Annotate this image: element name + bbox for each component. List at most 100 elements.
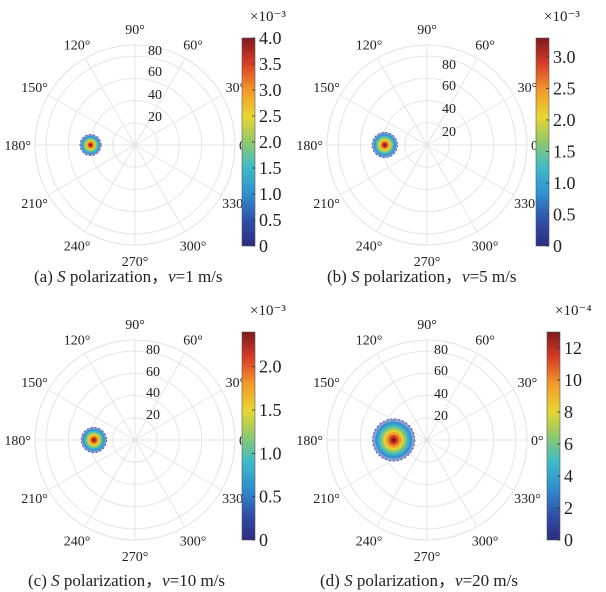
theta-tick-label: 330°	[514, 492, 541, 507]
polar-spoke	[48, 389, 136, 441]
r-tick-label: 40	[442, 102, 456, 117]
polarization-symbol: S	[57, 267, 66, 286]
colorbar-tick-label: 3.0	[553, 47, 576, 67]
r-tick-label: 40	[146, 386, 160, 401]
velocity-value: =10 m/s	[169, 571, 226, 590]
colorbar-exponent: ×10⁻³	[544, 9, 580, 25]
colorbar-exponent: ×10⁻³	[250, 9, 286, 25]
theta-tick-label: 240°	[356, 239, 383, 254]
theta-tick-label: 60°	[183, 334, 203, 349]
theta-tick-label: 150°	[21, 376, 48, 391]
theta-tick-label: 90°	[417, 23, 437, 38]
theta-tick-label: 60°	[475, 334, 495, 349]
r-tick-label: 60	[442, 79, 456, 94]
colorbar-tick-label: 1.5	[553, 141, 576, 161]
r-tick-label: 20	[148, 110, 162, 125]
caption-b: (b) S polarization，v=5 m/s	[327, 262, 516, 287]
theta-tick-label: 30°	[226, 81, 246, 96]
polar-spoke	[48, 439, 136, 491]
r-tick-label: 60	[148, 65, 162, 80]
theta-tick-label: 210°	[313, 197, 340, 212]
theta-tick-label: 240°	[356, 534, 383, 549]
polar-spoke	[426, 353, 478, 441]
caption-word: polarization，	[69, 267, 169, 286]
colorbar-tick-label: 0	[553, 236, 562, 256]
colorbar-tick-label: 2.0	[259, 357, 282, 377]
theta-tick-label: 120°	[356, 334, 383, 349]
colorbar-tick-label: 2.5	[259, 106, 282, 126]
theta-tick-label: 270°	[122, 550, 149, 565]
polar-spoke	[84, 58, 136, 146]
colorbar	[546, 331, 561, 541]
theta-tick-label: 240°	[64, 239, 91, 254]
theta-tick-label: 300°	[472, 534, 499, 549]
caption-d: (d) S polarization，v=20 m/s	[320, 566, 518, 591]
polar-spoke	[134, 144, 222, 196]
polarization-symbol: S	[344, 571, 353, 590]
r-tick-label: 60	[434, 364, 448, 379]
colorbar-tick-label: 0.5	[259, 210, 282, 230]
caption-word: polarization，	[63, 571, 163, 590]
theta-tick-label: 120°	[64, 334, 91, 349]
colorbar-tick-label: 0.5	[259, 487, 282, 507]
polarization-symbol: S	[351, 267, 360, 286]
colorbar-tick-label: 2.0	[553, 110, 576, 130]
theta-tick-label: 150°	[313, 81, 340, 96]
colorbar-tick-label: 1.0	[259, 443, 282, 463]
theta-tick-label: 330°	[514, 197, 541, 212]
caption-word: polarization，	[363, 267, 463, 286]
theta-tick-label: 90°	[417, 318, 437, 333]
caption-c: (c) S polarization，v=10 m/s	[28, 566, 225, 591]
theta-tick-label: 270°	[122, 255, 149, 270]
polar-spoke	[134, 58, 186, 146]
polar-spoke	[376, 439, 428, 527]
theta-tick-label: 180°	[296, 139, 323, 154]
velocity-value: =20 m/s	[462, 571, 518, 590]
theta-tick-label: 210°	[21, 197, 48, 212]
theta-tick-label: 150°	[313, 376, 340, 391]
polar-panel: 0°30°60°90°120°150°180°210°240°270°300°3…	[4, 9, 286, 270]
caption-label: (b)	[327, 267, 347, 286]
velocity-value: =5 m/s	[469, 267, 517, 286]
polar-spoke	[84, 439, 136, 527]
colorbar-tick-label: 10	[564, 370, 582, 390]
polar-spoke	[134, 389, 222, 441]
theta-tick-label: 300°	[180, 534, 207, 549]
theta-tick-label: 210°	[313, 492, 340, 507]
polarization-symbol: S	[51, 571, 60, 590]
colorbar-tick-label: 0	[564, 530, 573, 550]
hotspot-contour	[383, 143, 387, 147]
caption-a: (a) S polarization，v=1 m/s	[34, 262, 223, 287]
r-tick-label: 60	[146, 365, 160, 380]
r-tick-label: 40	[434, 387, 448, 402]
polar-spoke	[426, 144, 478, 232]
r-tick-label: 80	[442, 58, 456, 73]
theta-tick-label: 120°	[356, 39, 383, 54]
hotspot-contour	[89, 143, 92, 147]
hotspot-contour	[391, 437, 397, 443]
colorbar-tick-label: 0.5	[553, 204, 576, 224]
theta-tick-label: 30°	[518, 81, 538, 96]
r-tick-label: 20	[434, 409, 448, 424]
polar-panel: 0°30°60°90°120°150°180°210°240°270°300°3…	[4, 303, 286, 565]
caption-label: (a)	[34, 267, 53, 286]
colorbar-tick-label: 2	[564, 498, 573, 518]
colorbar-tick-label: 2.0	[259, 132, 282, 152]
r-tick-label: 80	[148, 44, 162, 59]
colorbar-tick-label: 2.5	[553, 78, 576, 98]
theta-tick-label: 90°	[125, 318, 145, 333]
theta-tick-label: 270°	[414, 550, 441, 565]
velocity-symbol: v	[462, 267, 470, 286]
colorbar-tick-label: 1.0	[553, 173, 576, 193]
theta-tick-label: 180°	[4, 139, 31, 154]
polar-spoke	[340, 144, 428, 196]
polar-panel: 0°30°60°90°120°150°180°210°240°270°300°3…	[296, 303, 591, 565]
colorbar	[241, 331, 256, 541]
polar-spoke	[426, 439, 478, 527]
theta-tick-label: 30°	[226, 376, 246, 391]
colorbar-tick-label: 1.5	[259, 158, 282, 178]
polar-spoke	[426, 94, 514, 146]
colorbar-tick-label: 3.5	[259, 54, 282, 74]
polar-spoke	[376, 144, 428, 232]
polar-spoke	[84, 353, 136, 441]
